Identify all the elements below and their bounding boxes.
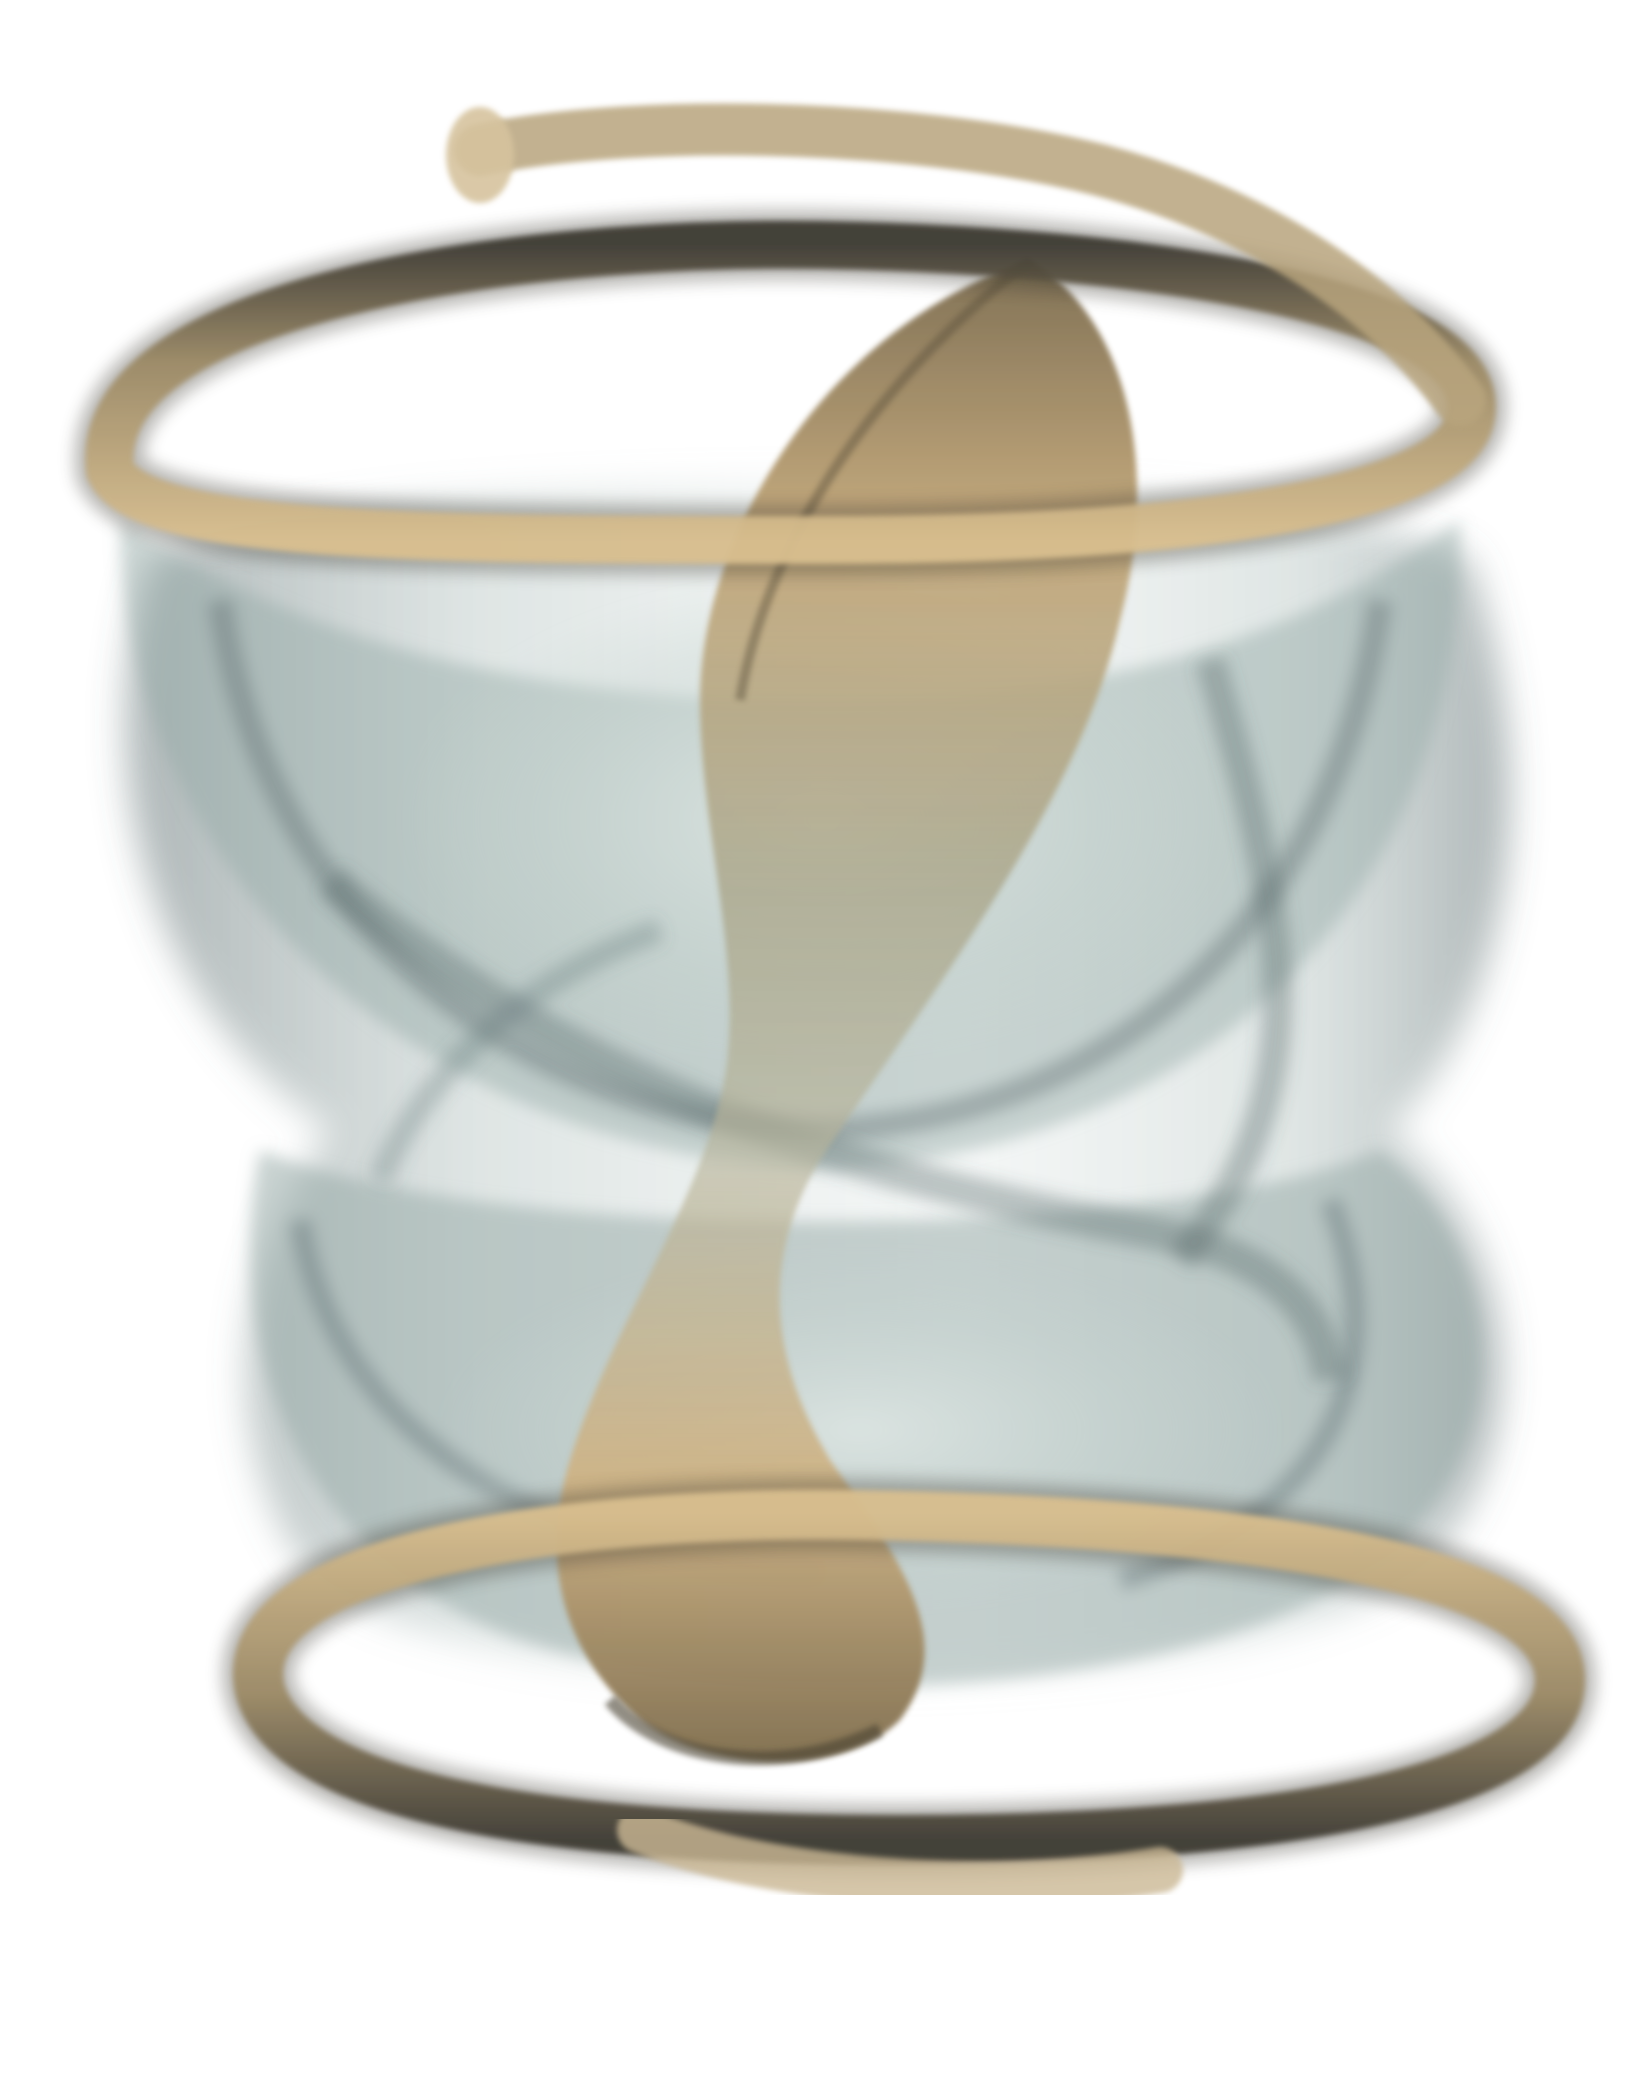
crossing-strands	[319, 655, 1347, 1383]
top-ring	[74, 103, 1507, 576]
central-core	[556, 256, 1138, 1766]
bottom-ring	[222, 1478, 1597, 1908]
